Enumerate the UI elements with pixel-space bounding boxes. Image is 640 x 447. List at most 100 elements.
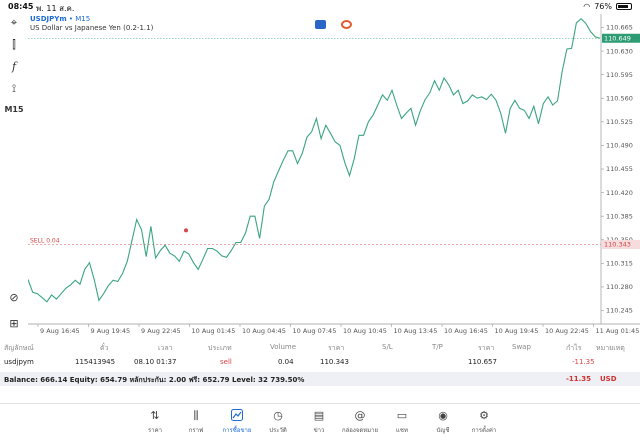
col-profit: กำไร bbox=[566, 344, 582, 352]
price-label: 110.525 bbox=[606, 118, 633, 126]
chart-symbol: USDJPYm bbox=[30, 15, 67, 23]
positions-header: สัญลักษณ์ ตั๋ว เวลา ประเภท Volume ราคา S… bbox=[0, 343, 640, 355]
timeframe-button[interactable]: M15 bbox=[4, 105, 24, 114]
price-label: 110.490 bbox=[606, 142, 633, 150]
current-price-tag: 110.649 bbox=[602, 33, 640, 43]
price-label: 110.350 bbox=[606, 236, 633, 244]
wifi-icon: ◠ bbox=[583, 2, 591, 11]
chart-canvas[interactable]: 110.665 110.630 110.595 110.560 110.525 110.4… bbox=[27, 14, 640, 338]
nav-chart[interactable]: ⫼ กราฟ bbox=[176, 409, 216, 435]
nav-quotes-label: ราคา bbox=[148, 427, 162, 434]
nav-news-label: ข่าว bbox=[313, 427, 325, 434]
zoom-icon[interactable]: ⊘ bbox=[9, 291, 19, 304]
status-indicators: ◠ 76% bbox=[583, 2, 632, 11]
chart-toolbar: ⌖ ⫿ f ⟟ M15 ⊘ ⊞ bbox=[0, 14, 28, 344]
position-row[interactable]: usdjpym 115413945 08.10 01:37 sell 0.04 … bbox=[0, 358, 640, 370]
balance-bar: Balance: 666.14 Equity: 654.79 หลักประกั… bbox=[0, 372, 640, 386]
nav-chat[interactable]: ▭ แชท bbox=[382, 409, 422, 435]
nav-mailbox[interactable]: @ กล่องจดหมาย bbox=[340, 409, 380, 435]
one-click-buy-icon[interactable] bbox=[341, 20, 352, 29]
price-label: 110.420 bbox=[606, 189, 633, 197]
battery-icon bbox=[616, 3, 632, 10]
position-time: 08.10 01:37 bbox=[134, 358, 177, 366]
nav-history-label: ประวัติ bbox=[269, 427, 287, 434]
nav-account[interactable]: ◉ บัญชี bbox=[423, 409, 463, 435]
crosshair-icon[interactable]: ⌖ bbox=[10, 16, 18, 29]
col-tp: T/P bbox=[432, 343, 443, 351]
col-ticket: ตั๋ว bbox=[100, 344, 109, 352]
balance-summary: Balance: 666.14 Equity: 654.79 หลักประกั… bbox=[4, 376, 305, 384]
total-profit: -11.35 bbox=[566, 375, 592, 383]
time-label: 9 Aug 22:45 bbox=[141, 327, 181, 335]
col-type: ประเภท bbox=[208, 344, 232, 352]
add-chart-icon[interactable]: ⊞ bbox=[9, 317, 19, 330]
time-label: 11 Aug 01:45 bbox=[596, 327, 640, 335]
nav-trade[interactable]: การซื้อขาย bbox=[217, 409, 257, 435]
nav-settings[interactable]: ⚙ การตั้งค่า bbox=[464, 409, 504, 435]
quotes-icon: ⇅ bbox=[150, 409, 160, 422]
nav-chat-label: แชท bbox=[396, 427, 408, 434]
current-price-text: 110.649 bbox=[604, 34, 631, 42]
nav-news[interactable]: ▤ ข่าว bbox=[299, 409, 339, 435]
settings-icon: ⚙ bbox=[479, 409, 489, 422]
position-current-price: 110.657 bbox=[468, 358, 497, 366]
price-label: 110.245 bbox=[606, 307, 633, 315]
chart-title-separator: • bbox=[68, 15, 76, 23]
chart-title: USDJPYm • M15 bbox=[30, 15, 90, 23]
nav-mailbox-label: กล่องจดหมาย bbox=[341, 427, 379, 434]
candles-icon[interactable]: ⫿ bbox=[12, 38, 16, 51]
position-volume: 0.04 bbox=[278, 358, 294, 366]
price-label: 110.595 bbox=[606, 71, 633, 79]
history-icon: ◷ bbox=[273, 409, 283, 422]
mailbox-icon: @ bbox=[354, 409, 366, 422]
price-label: 110.280 bbox=[606, 283, 633, 291]
order-entry-marker[interactable] bbox=[184, 228, 188, 233]
nav-history[interactable]: ◷ ประวัติ bbox=[258, 409, 298, 435]
battery-percent: 76% bbox=[594, 2, 612, 11]
time-label: 10 Aug 22:45 bbox=[545, 327, 589, 335]
sell-order-label: SELL 0.04 bbox=[30, 237, 60, 244]
position-type: sell bbox=[220, 358, 232, 366]
chart-icon: ⫼ bbox=[193, 409, 199, 422]
chat-icon: ▭ bbox=[396, 409, 408, 422]
position-symbol: usdjpym bbox=[4, 358, 34, 366]
nav-chart-label: กราฟ bbox=[188, 427, 204, 434]
account-currency: USD bbox=[600, 375, 617, 383]
price-label: 110.455 bbox=[606, 165, 633, 173]
bottom-navigation: ⇅ ราคา ⫼ กราฟ การซื้อขาย ◷ ประวัติ ▤ ข่า… bbox=[0, 403, 640, 447]
col-time: เวลา bbox=[158, 344, 173, 352]
time-label: 10 Aug 10:45 bbox=[343, 327, 387, 335]
time-label: 9 Aug 19:45 bbox=[91, 327, 131, 335]
price-label: 110.560 bbox=[606, 94, 633, 102]
price-chart[interactable]: 110.665 110.630 110.595 110.560 110.525 110.4… bbox=[27, 14, 640, 338]
price-label: 110.665 bbox=[606, 24, 633, 32]
position-profit: -11.35 bbox=[572, 358, 595, 366]
indicators-icon[interactable]: f bbox=[11, 60, 17, 73]
order-price-text: 110.343 bbox=[604, 241, 631, 249]
nav-trade-label: การซื้อขาย bbox=[222, 427, 252, 434]
time-label: 10 Aug 19:45 bbox=[495, 327, 539, 335]
nav-settings-label: การตั้งค่า bbox=[471, 427, 497, 434]
one-click-sell-icon[interactable] bbox=[315, 20, 326, 29]
date: พ. 11 ส.ค. bbox=[36, 4, 75, 13]
time-label: 10 Aug 07:45 bbox=[293, 327, 337, 335]
position-ticket: 115413945 bbox=[75, 358, 116, 366]
time-label: 10 Aug 04:45 bbox=[242, 327, 286, 335]
col-swap: Swap bbox=[512, 343, 531, 351]
time-label: 10 Aug 01:45 bbox=[192, 327, 236, 335]
nav-quotes[interactable]: ⇅ ราคา bbox=[135, 409, 175, 435]
time-label: 10 Aug 13:45 bbox=[394, 327, 438, 335]
col-price: ราคา bbox=[328, 344, 345, 352]
col-current-price: ราคา bbox=[478, 344, 495, 352]
col-comment: หมายเหตุ bbox=[596, 344, 625, 352]
status-bar: 08:45 พ. 11 ส.ค. ◠ 76% bbox=[0, 0, 640, 14]
news-icon: ▤ bbox=[313, 409, 325, 422]
price-label: 110.385 bbox=[606, 212, 633, 220]
col-symbol: สัญลักษณ์ bbox=[4, 344, 34, 352]
col-sl: S/L bbox=[382, 343, 393, 351]
objects-icon[interactable]: ⟟ bbox=[11, 82, 17, 95]
chart-description: US Dollar vs Japanese Yen (0.2-1.1) bbox=[30, 24, 154, 32]
time-label: 9 Aug 16:45 bbox=[40, 327, 80, 335]
price-label: 110.315 bbox=[606, 260, 633, 268]
nav-account-label: บัญชี bbox=[436, 427, 450, 434]
